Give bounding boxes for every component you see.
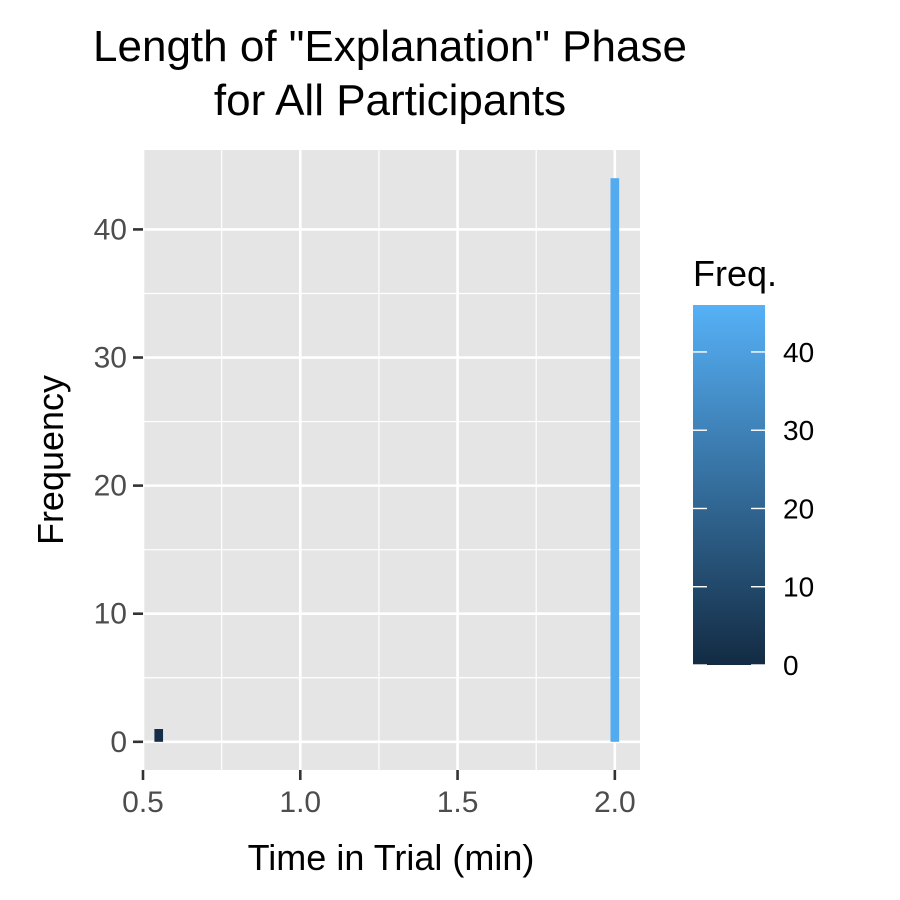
histogram-bar [154,729,164,742]
y-tick-label: 40 [94,213,127,246]
colorbar-tick-label: 40 [783,337,814,368]
y-tick-label: 30 [94,342,127,375]
x-tick-label: 2.0 [594,786,636,819]
y-tick-label: 10 [94,598,127,631]
chart-title-line-2: for All Participants [213,76,567,125]
colorbar-ticks: 0 10 20 30 40 [693,337,814,681]
histogram-bar [610,178,620,742]
x-axis: 0.5 1.0 1.5 2.0 [122,770,636,819]
colorbar-tick-label: 30 [783,415,814,446]
colorbar-tick-label: 10 [783,572,814,603]
color-legend: Freq. 0 10 20 30 40 [693,253,814,681]
y-axis-title: Frequency [30,375,71,545]
x-tick-label: 1.0 [279,786,321,819]
histogram-bars [154,178,620,742]
colorbar [693,305,765,665]
colorbar-tick-label: 0 [783,650,799,681]
chart-title: Length of "Explanation" Phase for All Pa… [0,20,780,128]
chart-title-line-1: Length of "Explanation" Phase [93,22,687,71]
x-tick-label: 1.5 [437,786,479,819]
plot-panel [143,150,640,770]
colorbar-tick-label: 20 [783,493,814,524]
x-axis-title: Time in Trial (min) [248,837,535,878]
legend-title: Freq. [693,253,777,294]
y-tick-label: 0 [110,726,127,759]
y-axis: 0 10 20 30 40 [94,213,143,759]
y-tick-label: 20 [94,470,127,503]
x-tick-label: 0.5 [122,786,164,819]
